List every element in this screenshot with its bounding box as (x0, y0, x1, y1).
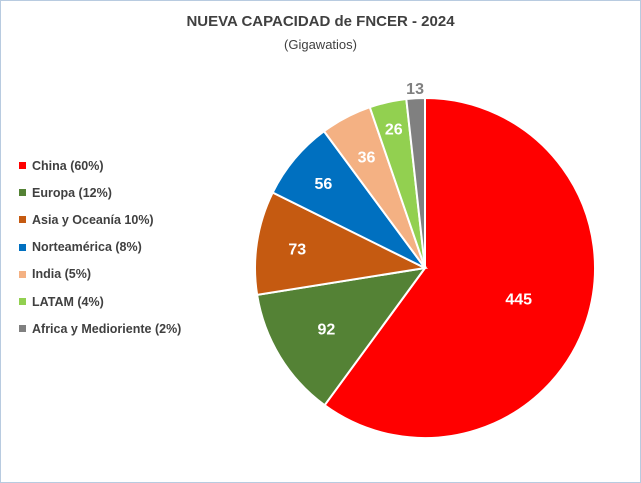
legend-swatch (19, 325, 26, 333)
pie-slices (254, 96, 597, 439)
legend-label: Norteamérica (8%) (32, 240, 142, 255)
legend-item-africa-medioriente: Africa y Medioriente (2%) (19, 315, 181, 342)
legend-label: Africa y Medioriente (2%) (32, 321, 182, 336)
pie-slice (254, 191, 429, 297)
pie-value-label: 56 (314, 176, 332, 193)
pie-value-label: 26 (385, 122, 403, 139)
legend-swatch (19, 243, 26, 251)
legend-swatch (19, 298, 26, 306)
chart-subtitle: (Gigawatios) (284, 37, 357, 52)
pie-value-label: 92 (317, 321, 335, 338)
legend-item-latam: LATAM (4%) (19, 288, 181, 315)
legend-swatch (19, 216, 26, 224)
legend-label: Europa (12%) (32, 185, 112, 200)
pie-slice (405, 96, 426, 269)
pie-slice (255, 266, 428, 407)
pie-value-label: 445 (505, 292, 532, 309)
legend-swatch (19, 162, 26, 170)
legend-item-india: India (5%) (19, 261, 181, 288)
legend-item-europa: Europa (12%) (19, 179, 181, 206)
pie-slice (323, 96, 597, 439)
pie-value-label: 13 (406, 81, 424, 98)
chart-title: NUEVA CAPACIDAD de FNCER - 2024 (186, 13, 455, 30)
legend-swatch (19, 270, 26, 278)
legend-item-norteamerica: Norteamérica (8%) (19, 234, 181, 261)
legend-label: India (5%) (32, 267, 92, 282)
pie-value-label: 36 (358, 150, 376, 167)
chart-legend: China (60%) Europa (12%) Asia y Oceanía … (19, 152, 181, 342)
legend-label: Asia y Oceanía 10%) (32, 212, 154, 227)
legend-item-china: China (60%) (19, 152, 181, 179)
legend-label: China (60%) (32, 158, 104, 173)
legend-swatch (19, 189, 26, 197)
pie-value-labels: 445 92 73 56 36 26 13 (288, 81, 532, 338)
legend-label: LATAM (4%) (32, 294, 104, 309)
pie-value-label: 73 (288, 242, 306, 259)
legend-item-asia-oceania: Asia y Oceanía 10%) (19, 206, 181, 233)
